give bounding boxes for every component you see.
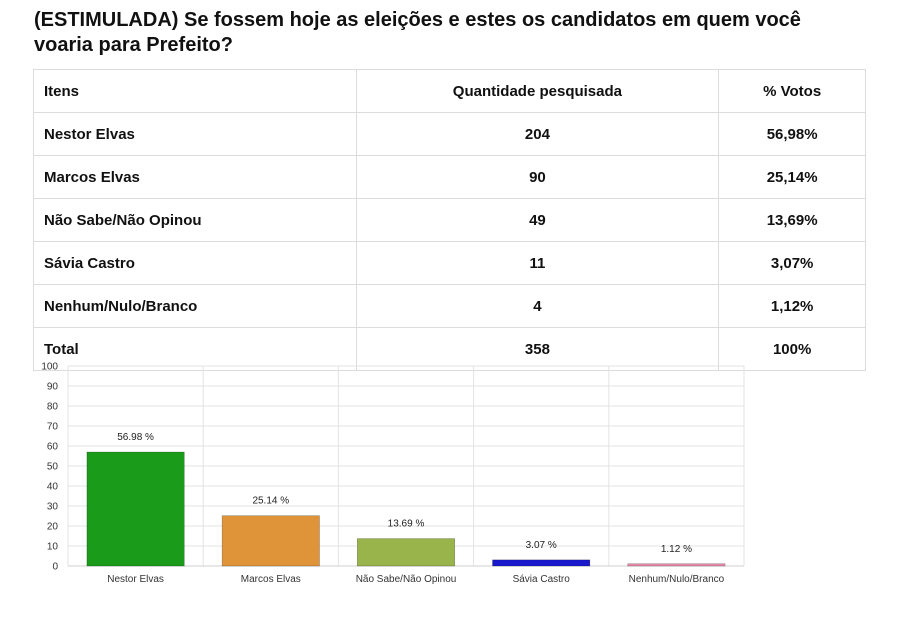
y-tick-label: 40 (47, 482, 59, 493)
y-tick-label: 90 (47, 382, 59, 393)
table-row: Nestor Elvas 204 56,98% (33, 112, 866, 156)
table-row: Marcos Elvas 90 25,14% (33, 155, 866, 199)
row-item: Nestor Elvas (33, 112, 357, 156)
row-quantity: 204 (355, 112, 720, 156)
bar (221, 515, 320, 567)
row-quantity: 49 (355, 198, 720, 242)
page-title: (ESTIMULADA) Se fossem hoje as eleições … (34, 9, 801, 56)
results-table: Itens Quantidade pesquisada % Votos Nest… (33, 69, 866, 371)
x-tick-label: Nenhum/Nulo/Branco (629, 574, 725, 585)
y-tick-label: 10 (47, 542, 59, 553)
row-item: Nenhum/Nulo/Branco (33, 284, 357, 328)
x-tick-label: Sávia Castro (513, 574, 571, 585)
total-label: Total (33, 327, 357, 371)
row-percent: 56,98% (718, 112, 866, 156)
bar-data-label: 25.14 % (252, 496, 289, 507)
row-quantity: 90 (355, 155, 720, 199)
bar-chart: 0 10 20 30 40 50 60 70 80 90 100 56.98 % Nestor Elva… (41, 362, 745, 585)
bar-data-label: 3.07 % (526, 540, 557, 551)
row-item: Sávia Castro (33, 241, 357, 285)
y-tick-label: 60 (47, 442, 59, 453)
bar-data-label: 56.98 % (117, 432, 154, 443)
x-tick-label: Nestor Elvas (107, 574, 164, 585)
table-row: Não Sabe/Não Opinou 49 13,69% (33, 198, 866, 242)
bar (627, 563, 726, 567)
header-items: Itens (33, 69, 357, 113)
row-percent: 3,07% (718, 241, 866, 285)
row-quantity: 4 (355, 284, 720, 328)
y-tick-label: 20 (47, 522, 59, 533)
bar-data-label: 13.69 % (388, 519, 425, 530)
row-item: Não Sabe/Não Opinou (33, 198, 357, 242)
bar-data-label: 1.12 % (661, 544, 692, 555)
x-tick-label: Marcos Elvas (241, 574, 301, 585)
header-percent-votes: % Votos (718, 69, 866, 113)
bar (357, 538, 455, 567)
y-tick-label: 80 (47, 402, 59, 413)
y-tick-label: 70 (47, 422, 59, 433)
total-quantity: 358 (355, 327, 720, 371)
y-tick-label: 30 (47, 502, 59, 513)
row-item: Marcos Elvas (33, 155, 357, 199)
row-quantity: 11 (355, 241, 720, 285)
y-tick-label: 0 (52, 562, 58, 573)
table-total-row: Total 358 100% (33, 327, 866, 371)
row-percent: 13,69% (718, 198, 866, 242)
bar (492, 559, 591, 567)
row-percent: 25,14% (718, 155, 866, 199)
header-quantity: Quantidade pesquisada (355, 69, 720, 113)
row-percent: 1,12% (718, 284, 866, 328)
y-tick-label: 50 (47, 462, 59, 473)
total-percent: 100% (718, 327, 866, 371)
table-row: Nenhum/Nulo/Branco 4 1,12% (33, 284, 866, 328)
table-header-row: Itens Quantidade pesquisada % Votos (33, 69, 866, 113)
x-tick-label: Não Sabe/Não Opinou (356, 574, 457, 585)
y-tick-label: 100 (41, 362, 58, 373)
table-row: Sávia Castro 11 3,07% (33, 241, 866, 285)
bar (86, 451, 185, 567)
